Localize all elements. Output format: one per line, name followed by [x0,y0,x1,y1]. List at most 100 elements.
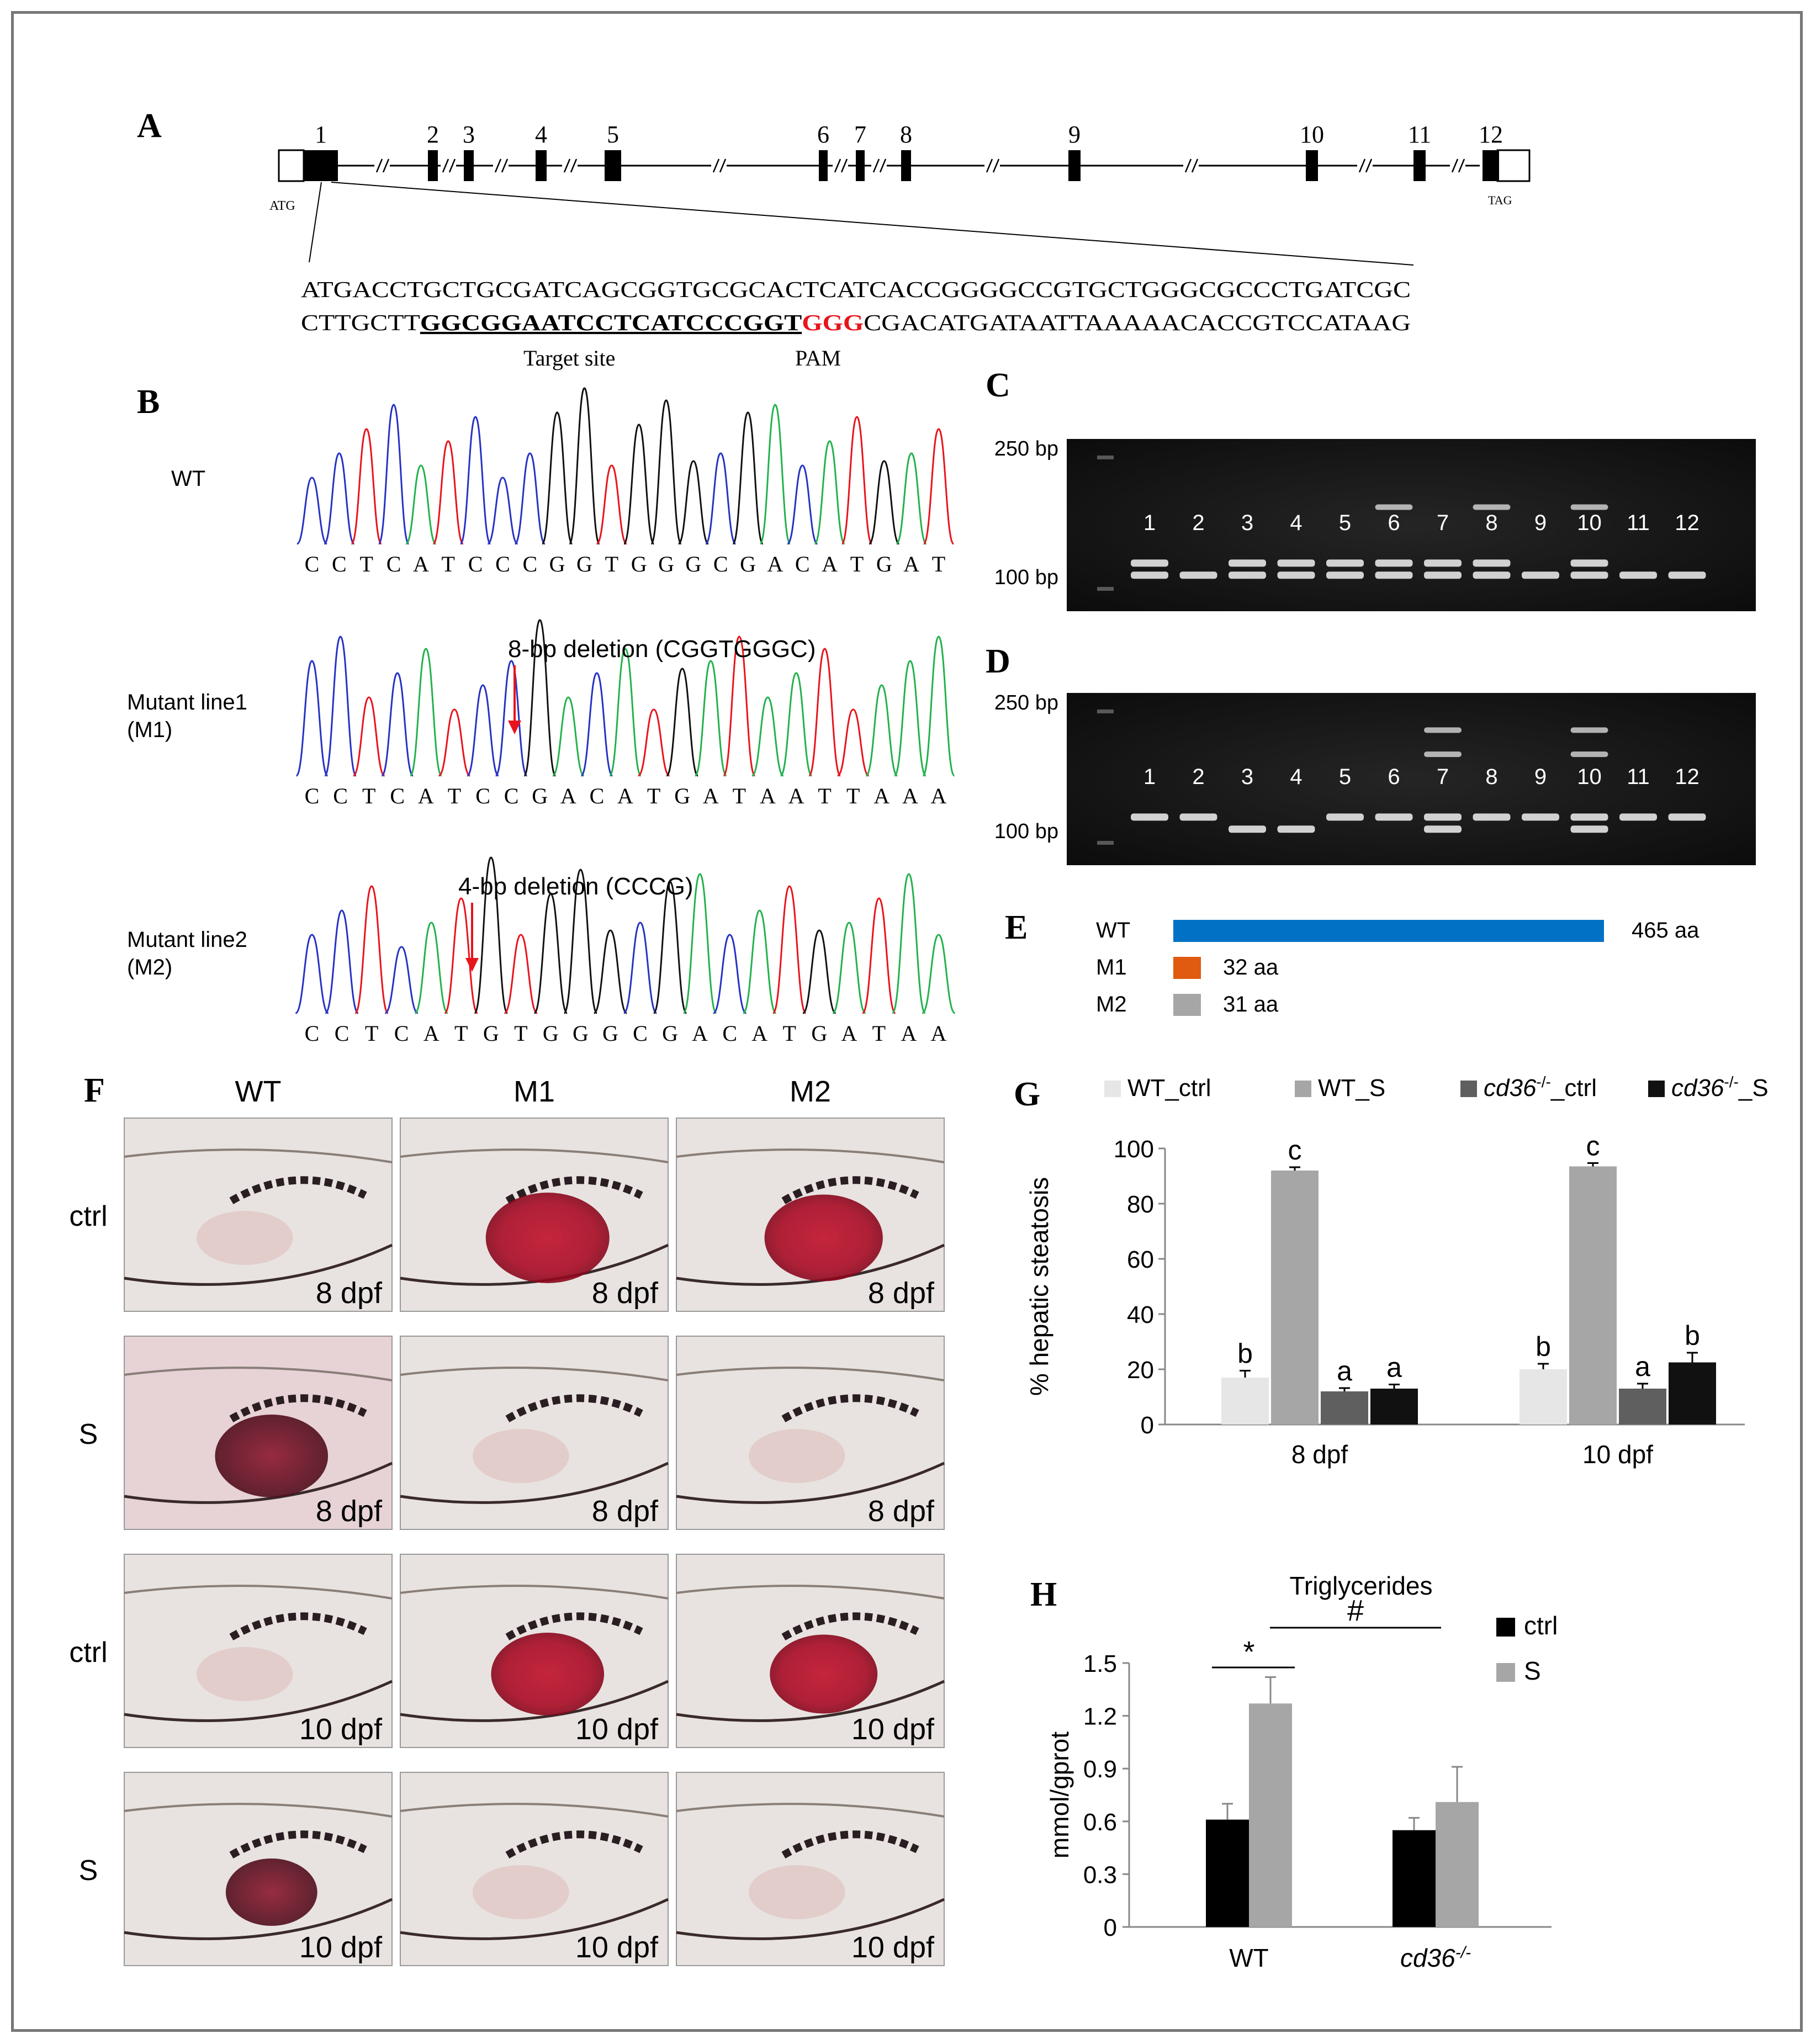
stage-label: 8 dpf [316,1277,383,1310]
legend-gene: cd36 [1484,1074,1537,1102]
lane-label: 12 [1675,511,1699,535]
fish-ventral-line [124,1898,393,1940]
row-label-S: S [79,1855,98,1887]
intron-break-mark [834,158,841,173]
x-tick-label: 10 dpf [1582,1440,1653,1469]
pigment-band [505,1394,643,1423]
gel-band [1522,571,1559,579]
gel-band [1522,813,1559,821]
exon-number-11: 11 [1408,121,1431,148]
bar [1321,1391,1368,1425]
gel-band [1179,813,1217,821]
lane-label: 6 [1388,511,1400,535]
trace-peak-T [861,897,897,1014]
base-call: G [811,1021,827,1046]
deletion-arrow-head [465,958,479,972]
intron-break-mark [712,158,720,173]
trace-peak-T [596,464,628,545]
trace-peak-T [438,708,471,777]
gel-band [1326,559,1364,567]
base-call: C [713,552,728,576]
sequence-suffix: CGACATGATAATTAAAAACACCGTCCATAAG [864,310,1411,335]
fish-dorsal-line [676,1803,945,1818]
pam-label: PAM [795,346,841,370]
fish-dorsal-line [676,1148,945,1163]
exon-12 [1483,150,1499,181]
trace-label: Mutant line1 [127,690,247,714]
fish-ventral-line [676,1898,945,1940]
chromatogram-1: Mutant line1(M1)C C T C A T C C G A C A T G A T A A T T A A A8… [127,619,955,808]
legend-label-2: cd36-/-_ctrl [1484,1073,1597,1102]
y-tick-label: 80 [1127,1191,1154,1218]
base-call: A [931,783,947,808]
base-call: C [332,552,347,576]
exon-5 [605,150,621,181]
trace-peak-T [723,636,756,777]
trace-peak-A [780,672,813,777]
exon-8 [901,150,911,181]
intron-break-mark [719,158,727,173]
gel-band [1131,571,1168,579]
liver-stain [770,1634,878,1714]
intron-break-mark [1451,158,1459,173]
gel-band [1570,813,1608,821]
intron-break-mark [879,158,887,173]
base-call: A [560,783,576,808]
panel-h: H Triglycerides 0 0.3 0.6 0.9 1.2 1.5 mmol/gpro… [1030,1571,1558,1972]
ladder-band [1097,841,1114,845]
panel-a: A 1 2 3 4 5 6 7 8 9 10 11 12 ATG TAG ATGACCTGCTGCGA… [137,107,1531,370]
trace-peak-A [552,696,585,777]
legend-swatch-S [1496,1663,1515,1682]
y-tick-label: 1.5 [1083,1650,1117,1677]
base-call: A [617,783,633,808]
base-call: C [394,1021,409,1046]
liver-stain [485,1193,610,1283]
panel-c: C [986,367,1010,404]
gel-band [1326,813,1364,821]
stage-label: 8 dpf [868,1495,935,1528]
trace-peak-A [922,934,956,1014]
bar [1393,1830,1436,1927]
gel-band [1619,813,1657,821]
protein-name-M1: M1 [1096,955,1127,979]
exon-number-2: 2 [427,121,439,148]
base-call: G [573,1021,589,1046]
trace-peak-C [324,909,359,1014]
trace-peak-G [623,423,655,545]
gel-band [1131,813,1168,821]
trace-peak-G [653,881,687,1014]
lane-label: 9 [1534,511,1547,535]
base-call: G [662,1021,678,1046]
significance-letter: a [1337,1355,1352,1386]
pam-sequence: GGG [802,310,864,335]
y-tick-label: 20 [1127,1357,1154,1384]
trace-peak-G [593,929,628,1014]
trace-peak-A [682,873,717,1014]
panel-label-g: G [1014,1076,1040,1113]
liver-unstained [196,1647,293,1701]
base-call: C [305,1021,320,1046]
stage-label: 8 dpf [592,1495,659,1528]
bar [1619,1389,1666,1425]
gel-band [1229,571,1266,579]
pigment-band [781,1176,919,1205]
base-call: C [333,783,348,808]
protein-length-M2: 31 aa [1223,992,1279,1016]
bar [1249,1703,1292,1927]
trace-label: (M1) [127,718,172,742]
intron-break-mark [494,158,502,173]
fish-dorsal-line [124,1803,393,1818]
fish-dorsal-line [124,1148,393,1163]
trace-peak-A [922,636,955,777]
protein-name-WT: WT [1096,918,1130,942]
gel-band [1619,571,1657,579]
deletion-annotation: 4-bp deletion (CCCG) [458,873,693,900]
intron-break-mark [448,158,456,173]
row-label-ctrl: ctrl [69,1200,107,1232]
legend-genotype: -/- [1724,1073,1738,1090]
base-call: A [901,1021,917,1046]
fish-ventral-line [124,1680,393,1722]
trace-peak-T [504,934,538,1014]
pigment-band [229,1394,367,1423]
chromatogram-0: WTC C T C A T C C C G G T G G G C G A C A T G A T [171,387,955,576]
